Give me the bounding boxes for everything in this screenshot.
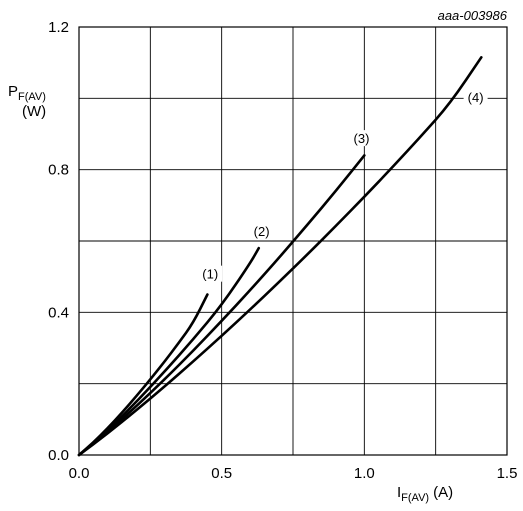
series-line-2 xyxy=(79,248,259,455)
y-tick-label: 1.2 xyxy=(48,19,69,36)
x-axis-label: IF(AV) (A) xyxy=(397,484,453,504)
x-tick-label: 0.0 xyxy=(69,465,90,482)
series-lines xyxy=(79,57,481,455)
x-tick-label: 1.5 xyxy=(497,465,518,482)
y-tick-label: 0.4 xyxy=(48,304,69,321)
y-tick-label: 0.8 xyxy=(48,162,69,179)
y-axis-unit: (W) xyxy=(22,103,46,120)
curve-labels: (1) (2) (3) (4) xyxy=(198,89,487,282)
y-axis-label: PF(AV) xyxy=(8,83,46,103)
curve-label-3: (3) xyxy=(354,131,370,146)
curve-label-2: (2) xyxy=(254,224,270,239)
curve-label-1: (1) xyxy=(202,267,218,282)
x-tick-label: 0.5 xyxy=(211,465,232,482)
series-line-1 xyxy=(79,295,207,456)
y-tick-label: 0.0 xyxy=(48,447,69,464)
x-tick-label: 1.0 xyxy=(354,465,375,482)
tick-labels: 0.0 0.5 1.0 1.5 0.0 0.4 0.8 1.2 xyxy=(48,19,517,482)
curve-label-4: (4) xyxy=(468,90,484,105)
chart-reference: aaa-003986 xyxy=(438,8,508,23)
